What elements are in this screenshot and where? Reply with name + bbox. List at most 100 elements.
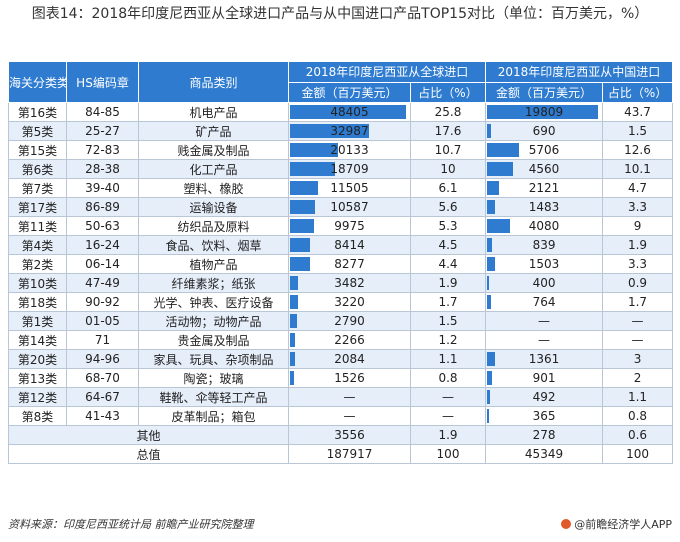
global-amount-cell: 2084 bbox=[288, 349, 411, 369]
global-amount-cell-value: 3220 bbox=[334, 295, 365, 309]
product-name-cell: 食品、饮料、烟草 bbox=[138, 235, 289, 255]
hs-code-cell: 28-38 bbox=[66, 159, 139, 179]
header-customs-category: 海关分类类 bbox=[8, 61, 67, 103]
header-product-category: 商品类别 bbox=[138, 61, 289, 103]
table-row: 第14类 71 贵金属及制品 2266 1.2 — — bbox=[8, 330, 674, 350]
china-amount-cell: 19809 bbox=[485, 102, 604, 122]
china-amount-cell: 1361 bbox=[485, 349, 604, 369]
global-amount-cell: 8277 bbox=[288, 254, 411, 274]
product-name-cell: 光学、钟表、医疗设备 bbox=[138, 292, 289, 312]
global-amount-cell-value: 2084 bbox=[334, 352, 365, 366]
import-comparison-table: 海关分类类 HS编码章 商品类别 2018年印度尼西亚从全球进口 2018年印度… bbox=[8, 61, 674, 464]
table-body: 第16类 84-85 机电产品 48405 25.8 19809 43.7 第5类 25-27 矿… bbox=[8, 102, 674, 464]
customs-category-cell: 第10类 bbox=[8, 273, 67, 293]
table-row: 第15类 72-83 贱金属及制品 20133 10.7 5706 12.6 bbox=[8, 140, 674, 160]
table-row: 第13类 68-70 陶瓷；玻璃 1526 0.8 901 2 bbox=[8, 368, 674, 388]
customs-category-cell: 第7类 bbox=[8, 178, 67, 198]
china-amount-cell-value: — bbox=[538, 314, 551, 328]
china-amount-cell: 400 bbox=[485, 273, 604, 293]
china-share-cell: 43.7 bbox=[602, 102, 674, 122]
china-amount-cell-bar bbox=[487, 409, 490, 423]
china-amount-cell-value: — bbox=[538, 333, 551, 347]
global-amount-cell-bar bbox=[290, 200, 315, 214]
table-row: 第12类 64-67 鞋靴、伞等轻工产品 — — 492 1.1 bbox=[8, 387, 674, 407]
customs-category-cell: 第4类 bbox=[8, 235, 67, 255]
global-share-cell: 4.4 bbox=[409, 254, 487, 274]
hs-code-cell: 47-49 bbox=[66, 273, 139, 293]
global-amount-cell: 2790 bbox=[288, 311, 411, 331]
product-name-cell: 纤维素浆；纸张 bbox=[138, 273, 289, 293]
china-amount-cell-bar bbox=[487, 143, 520, 157]
product-name-cell: 活动物；动物产品 bbox=[138, 311, 289, 331]
global-amount-cell: 20133 bbox=[288, 140, 411, 160]
customs-category-cell: 第5类 bbox=[8, 121, 67, 141]
other-row: 其他 3556 1.9 278 0.6 bbox=[8, 425, 674, 445]
china-amount-cell-value: 5706 bbox=[528, 143, 560, 157]
china-share-cell: 1.7 bbox=[602, 292, 674, 312]
hs-code-cell: 68-70 bbox=[66, 368, 139, 388]
hs-code-cell: 84-85 bbox=[66, 102, 139, 122]
china-share-cell: 2 bbox=[602, 368, 674, 388]
china-amount-cell-bar bbox=[487, 276, 490, 290]
china-amount-cell-value: 2121 bbox=[528, 181, 560, 195]
global-amount-cell: 10587 bbox=[288, 197, 411, 217]
china-amount-cell-value: 1483 bbox=[528, 200, 560, 214]
china-amount-cell: 901 bbox=[485, 368, 604, 388]
china-amount-cell-value: 901 bbox=[532, 371, 556, 385]
customs-category-cell: 第20类 bbox=[8, 349, 67, 369]
china-share-cell: 10.1 bbox=[602, 159, 674, 179]
china-amount-cell-value: 690 bbox=[532, 124, 556, 138]
china-amount-cell-value: 764 bbox=[532, 295, 556, 309]
total-row-china-amount: 45349 bbox=[485, 444, 604, 464]
china-amount-cell-value: 839 bbox=[532, 238, 556, 252]
brand-credit: @前瞻经济学人APP bbox=[561, 516, 672, 532]
china-amount-cell-value: 19809 bbox=[524, 105, 564, 119]
hs-code-cell: 16-24 bbox=[66, 235, 139, 255]
china-amount-cell: 365 bbox=[485, 406, 604, 426]
brand-text: @前瞻经济学人APP bbox=[574, 518, 672, 531]
other-row-china-share: 0.6 bbox=[602, 425, 674, 445]
global-share-cell: — bbox=[409, 387, 487, 407]
header-china-amount: 金额（百万美元） bbox=[485, 81, 604, 103]
chart-title: 图表14：2018年印度尼西亚从全球进口产品与从中国进口产品TOP15对比（单位… bbox=[31, 6, 649, 22]
global-amount-cell: 48405 bbox=[288, 102, 411, 122]
brand-logo-icon bbox=[561, 519, 572, 529]
customs-category-cell: 第6类 bbox=[8, 159, 67, 179]
other-row-china-amount: 278 bbox=[485, 425, 604, 445]
global-share-cell: 1.5 bbox=[409, 311, 487, 331]
table-row: 第7类 39-40 塑料、橡胶 11505 6.1 2121 4.7 bbox=[8, 178, 674, 198]
china-amount-cell: 492 bbox=[485, 387, 604, 407]
product-name-cell: 机电产品 bbox=[138, 102, 289, 122]
footer: 资料来源：印度尼西亚统计局 前瞻产业研究院整理 @前瞻经济学人APP bbox=[8, 512, 672, 532]
global-amount-cell-value: 18709 bbox=[330, 162, 369, 176]
source-note: 资料来源：印度尼西亚统计局 前瞻产业研究院整理 bbox=[8, 518, 254, 531]
total-row-label: 总值 bbox=[8, 444, 289, 464]
global-share-cell: 1.1 bbox=[409, 349, 487, 369]
hs-code-cell: 94-96 bbox=[66, 349, 139, 369]
global-share-cell: 4.5 bbox=[409, 235, 487, 255]
table-row: 第6类 28-38 化工产品 18709 10 4560 10.1 bbox=[8, 159, 674, 179]
product-name-cell: 纺织品及原料 bbox=[138, 216, 289, 236]
global-share-cell: 10 bbox=[409, 159, 487, 179]
china-amount-cell-value: 492 bbox=[532, 390, 556, 404]
other-row-global-share: 1.9 bbox=[409, 425, 487, 445]
table-row: 第2类 06-14 植物产品 8277 4.4 1503 3.3 bbox=[8, 254, 674, 274]
table-row: 第11类 50-63 纺织品及原料 9975 5.3 4080 9 bbox=[8, 216, 674, 236]
customs-category-cell: 第16类 bbox=[8, 102, 67, 122]
china-amount-cell: 5706 bbox=[485, 140, 604, 160]
customs-category-cell: 第14类 bbox=[8, 330, 67, 350]
global-amount-cell-value: 20133 bbox=[330, 143, 369, 157]
china-amount-cell-bar bbox=[487, 105, 599, 119]
china-amount-cell-bar bbox=[487, 238, 493, 252]
hs-code-cell: 06-14 bbox=[66, 254, 139, 274]
global-amount-cell-bar bbox=[290, 143, 338, 157]
global-amount-cell: 8414 bbox=[288, 235, 411, 255]
global-amount-cell-value: 32987 bbox=[330, 124, 369, 138]
china-amount-cell: 4560 bbox=[485, 159, 604, 179]
hs-code-cell: 50-63 bbox=[66, 216, 139, 236]
china-amount-cell: 839 bbox=[485, 235, 604, 255]
global-amount-cell: 2266 bbox=[288, 330, 411, 350]
global-amount-cell-value: 9975 bbox=[334, 219, 365, 233]
table-row: 第4类 16-24 食品、饮料、烟草 8414 4.5 839 1.9 bbox=[8, 235, 674, 255]
customs-category-cell: 第15类 bbox=[8, 140, 67, 160]
